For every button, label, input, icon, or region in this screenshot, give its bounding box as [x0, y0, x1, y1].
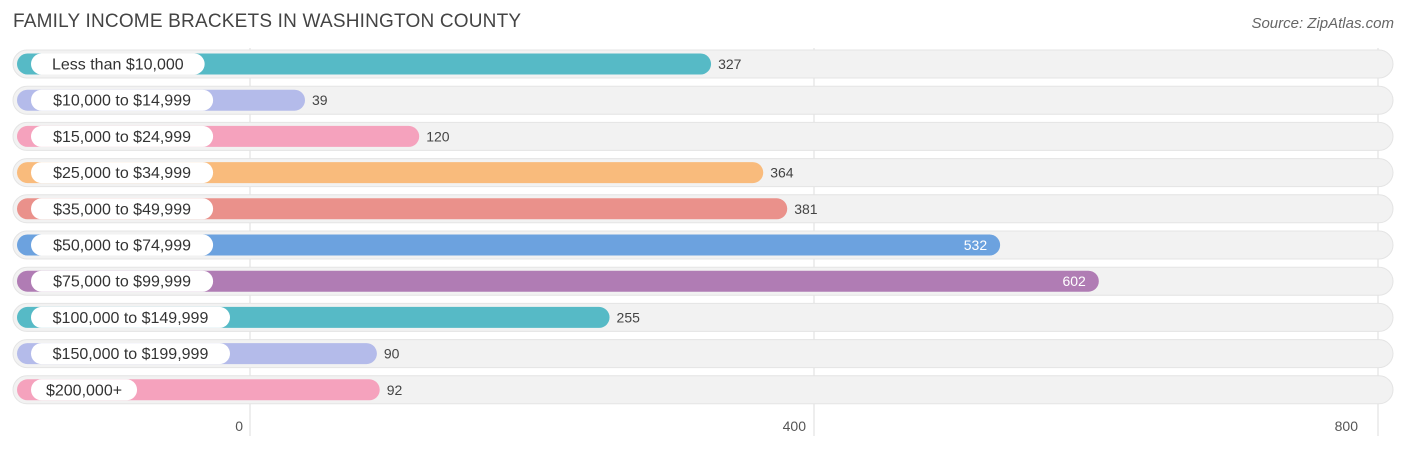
category-label: $50,000 to $74,999: [53, 238, 191, 255]
chart-title: FAMILY INCOME BRACKETS IN WASHINGTON COU…: [13, 11, 522, 32]
value-label: 364: [770, 165, 794, 181]
row-background: [12, 85, 1394, 115]
category-label-pill: [31, 89, 214, 111]
value-label: 92: [387, 382, 403, 398]
category-label: $10,000 to $14,999: [53, 93, 191, 110]
value-label: 90: [384, 346, 400, 362]
source-label: Source: ZipAtlas.com: [1251, 15, 1394, 32]
category-label: $200,000+: [46, 382, 122, 399]
category-label: $75,000 to $99,999: [53, 274, 191, 291]
category-label: $35,000 to $49,999: [53, 201, 191, 218]
value-label: 120: [426, 128, 450, 144]
x-tick-label: 0: [235, 418, 243, 434]
bar-rows: Less than $10,000 327 $10,000 to $14,999 39…: [12, 49, 1394, 405]
category-label: $150,000 to $199,999: [53, 346, 209, 363]
value-label: 532: [964, 237, 988, 253]
value-label: 381: [794, 201, 818, 217]
category-label-pill: [31, 125, 214, 147]
value-label: 327: [718, 56, 742, 72]
category-label-pill: [31, 379, 138, 401]
category-label: $100,000 to $149,999: [53, 310, 209, 327]
bar: [17, 234, 1001, 256]
category-label-pill: [31, 270, 214, 292]
category-label-pill: [31, 234, 214, 256]
x-axis-ticks: 0 400 800: [235, 418, 1358, 434]
value-label: 255: [617, 309, 641, 325]
category-label-pill: [31, 343, 230, 365]
category-label-pill: [31, 53, 205, 75]
value-label: 602: [1062, 273, 1086, 289]
bar: [17, 270, 1099, 292]
category-label: Less than $10,000: [52, 57, 184, 74]
category-label-pill: [31, 162, 214, 184]
category-label-pill: [31, 198, 214, 220]
category-label: $15,000 to $24,999: [53, 129, 191, 146]
x-tick-label: 400: [783, 418, 807, 434]
category-label: $25,000 to $34,999: [53, 165, 191, 182]
x-tick-label: 800: [1335, 418, 1359, 434]
value-label: 39: [312, 92, 328, 108]
category-label-pill: [31, 306, 230, 328]
